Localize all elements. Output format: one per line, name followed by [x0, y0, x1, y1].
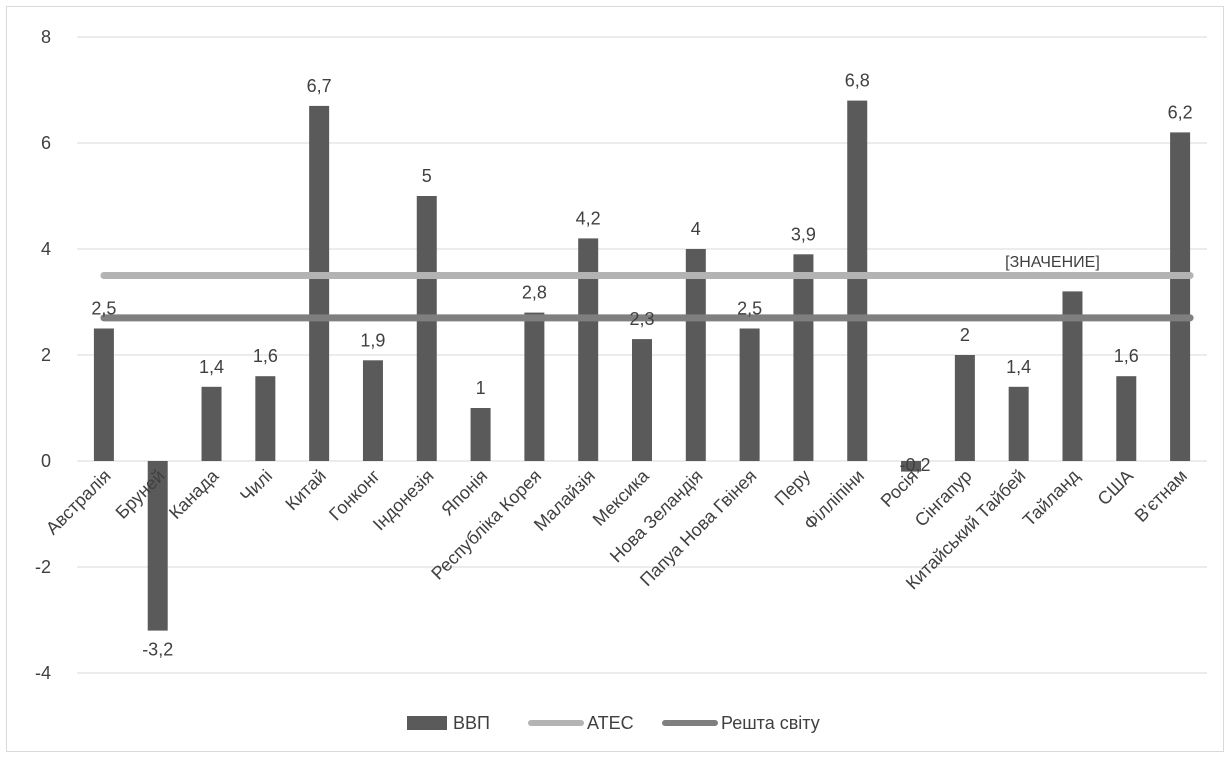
y-tick-label: 4 [41, 239, 51, 259]
x-tick-label: Перу [771, 466, 815, 510]
bars [93, 100, 1191, 631]
data-label: 2,5 [91, 299, 116, 319]
chart-frame: 8 6 4 2 0 -2 -4 2,5 -3,2 1,4 1,6 6,7 1,9 5 1 2,8 4,2 2,3… [6, 6, 1224, 752]
data-label: 5 [422, 166, 432, 186]
data-label: [ЗНАЧЕНИЕ] [1005, 254, 1100, 271]
data-label: 6,8 [845, 71, 870, 91]
y-tick-label: 8 [41, 27, 51, 47]
legend: ВВП АТЕС Решта світу [407, 713, 820, 733]
bar [147, 461, 168, 631]
x-tick-label: Австралія [42, 466, 115, 539]
bar [793, 254, 814, 461]
data-label: 4,2 [576, 208, 601, 228]
x-tick-label: Канада [165, 465, 223, 523]
legend-swatch-bar [407, 716, 447, 730]
data-label: -3,2 [142, 640, 173, 660]
reference-lines [100, 272, 1194, 322]
x-tick-label: Чилі [236, 466, 276, 506]
bar [362, 360, 383, 461]
bar [632, 339, 652, 461]
y-tick-label: -2 [35, 557, 51, 577]
data-label: 1 [476, 378, 486, 398]
data-label: -0,2 [900, 455, 931, 475]
bar [309, 105, 330, 462]
bar [1062, 291, 1083, 461]
y-tick-label: 2 [41, 345, 51, 365]
bar [416, 196, 437, 461]
x-tick-label: В'єтнам [1131, 466, 1191, 526]
x-tick-label: США [1094, 466, 1137, 509]
chart: 8 6 4 2 0 -2 -4 2,5 -3,2 1,4 1,6 6,7 1,9 5 1 2,8 4,2 2,3… [35, 27, 1207, 733]
x-tick-label: Тайланд [1019, 465, 1084, 530]
data-label: 4 [691, 219, 701, 239]
bar [470, 408, 491, 461]
bar [1170, 132, 1191, 461]
y-tick-label: -4 [35, 663, 51, 683]
data-label: 6,7 [307, 76, 332, 96]
legend-label: Решта світу [721, 713, 820, 733]
bar [201, 386, 222, 461]
bar [1008, 386, 1029, 461]
data-label: 6,2 [1168, 102, 1193, 122]
bar [255, 376, 276, 461]
y-axis-ticks: 8 6 4 2 0 -2 -4 [35, 27, 51, 683]
legend-label: ВВП [453, 713, 490, 733]
data-label: 1,4 [1006, 357, 1031, 377]
x-tick-label: Китай [281, 466, 330, 515]
bar [524, 312, 545, 461]
y-tick-label: 6 [41, 133, 51, 153]
data-label: 2,8 [522, 283, 547, 303]
bar [847, 100, 868, 461]
data-label: 2 [960, 325, 970, 345]
legend-label: АТЕС [587, 713, 634, 733]
data-label: 1,6 [1114, 346, 1139, 366]
data-label: 2,5 [737, 299, 762, 319]
bar [901, 461, 922, 472]
bar [954, 355, 975, 461]
data-labels: 2,5 -3,2 1,4 1,6 6,7 1,9 5 1 2,8 4,2 2,3 4 2,5 3,9 6,8… [91, 71, 1192, 660]
bar [1116, 376, 1137, 461]
data-label: 1,9 [360, 330, 385, 350]
y-tick-label: 0 [41, 451, 51, 471]
bar [578, 238, 599, 461]
x-tick-label: Нова Зеландія [606, 466, 707, 567]
data-label: 2,3 [629, 309, 654, 329]
bar [685, 249, 706, 461]
bar [93, 328, 114, 461]
data-label: 3,9 [791, 224, 816, 244]
x-tick-label: Японія [437, 466, 491, 520]
bar [739, 328, 760, 461]
data-label: 1,6 [253, 346, 278, 366]
data-label: 1,4 [199, 357, 224, 377]
